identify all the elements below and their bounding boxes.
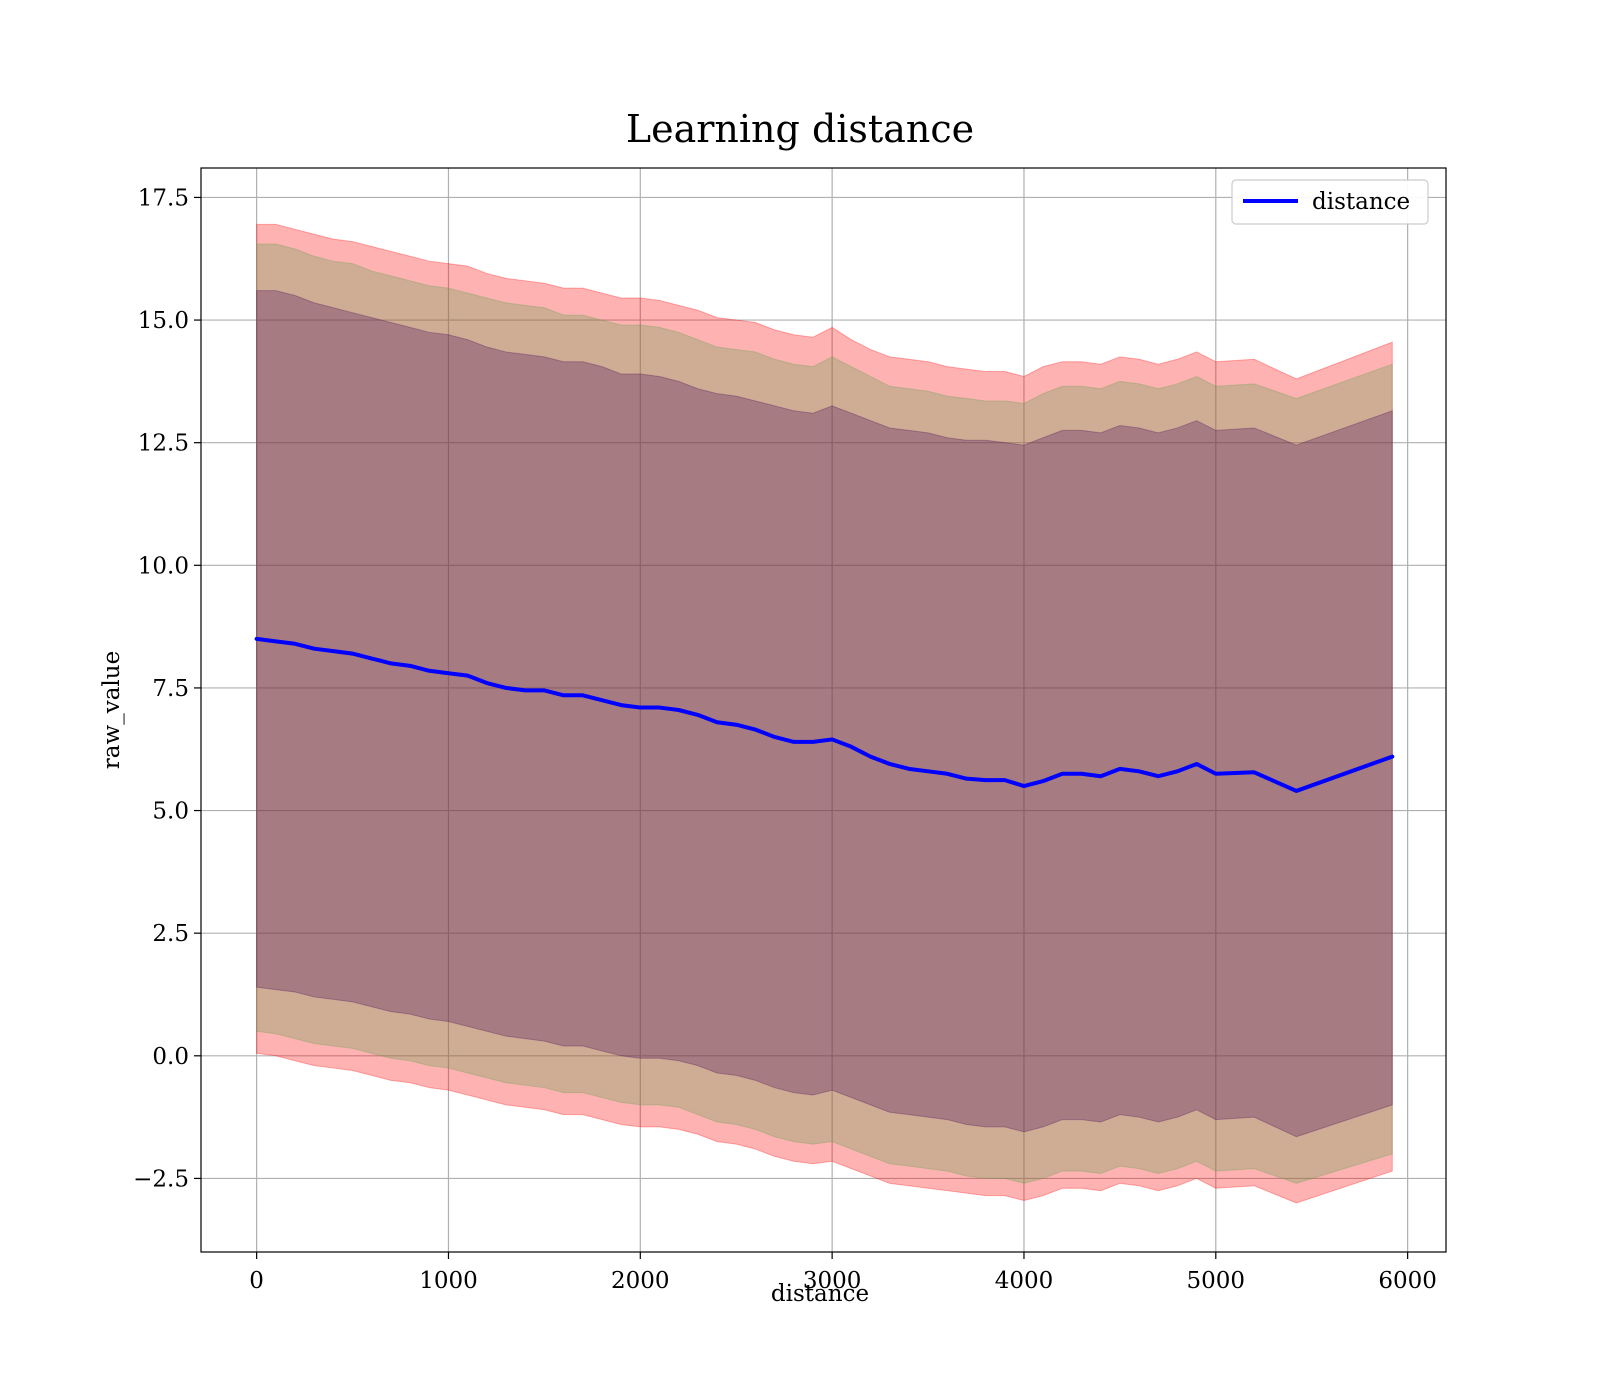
confidence-bands bbox=[256, 223, 1393, 1204]
series-line-distance bbox=[254, 636, 1395, 793]
x-tick-label: 0 bbox=[249, 1268, 264, 1294]
outer-confidence-band bbox=[256, 223, 1393, 1204]
inner-confidence-band bbox=[256, 290, 1393, 1138]
y-axis-label: raw_value bbox=[99, 651, 125, 769]
plot-frame bbox=[200, 167, 1447, 1253]
x-tick-label: 5000 bbox=[1187, 1268, 1246, 1294]
ticks: 0 1000 2000 3000 4000 5000 6000 −2.5 0.0 2.5 5.0 7.… bbox=[133, 185, 1437, 1294]
y-tick-label: 0.0 bbox=[152, 1044, 189, 1070]
grid bbox=[201, 168, 1446, 1252]
x-tick-label: 4000 bbox=[995, 1268, 1054, 1294]
axes bbox=[200, 167, 1447, 1253]
middle-confidence-band bbox=[256, 243, 1393, 1184]
x-tick-label: 1000 bbox=[419, 1268, 478, 1294]
y-tick-label: 2.5 bbox=[152, 921, 189, 947]
chart-title: Learning distance bbox=[626, 107, 974, 151]
x-tick-label: 6000 bbox=[1378, 1268, 1437, 1294]
y-tick-label: −2.5 bbox=[133, 1166, 189, 1192]
x-tick-label: 2000 bbox=[611, 1268, 670, 1294]
x-tick-label: 3000 bbox=[803, 1268, 862, 1294]
y-tick-label: 15.0 bbox=[138, 308, 189, 334]
legend-label-distance: distance bbox=[1312, 189, 1410, 215]
legend-box bbox=[1231, 179, 1429, 225]
y-tick-label: 12.5 bbox=[138, 431, 189, 457]
y-tick-label: 5.0 bbox=[152, 799, 189, 825]
x-axis-label: distance bbox=[771, 1281, 869, 1307]
y-tick-label: 10.0 bbox=[138, 553, 189, 579]
y-tick-label: 17.5 bbox=[138, 185, 189, 211]
series-lines bbox=[254, 636, 1395, 793]
legend: distance bbox=[1231, 179, 1429, 225]
y-tick-label: 7.5 bbox=[152, 676, 189, 702]
